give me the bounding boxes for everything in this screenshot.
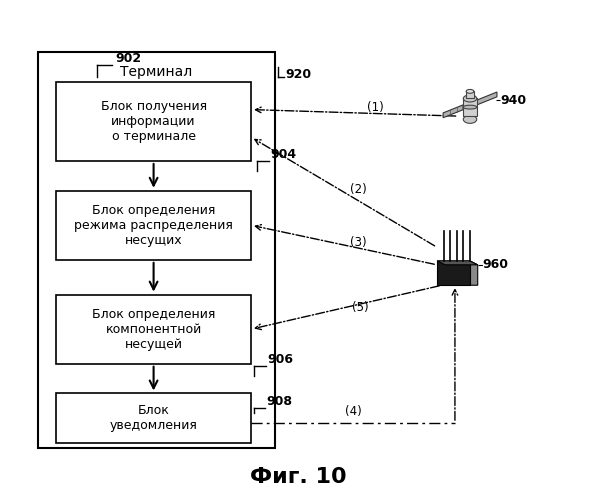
Polygon shape [470, 261, 478, 285]
Ellipse shape [466, 90, 474, 94]
Text: 902: 902 [115, 52, 141, 64]
Text: Терминал: Терминал [121, 64, 193, 78]
FancyBboxPatch shape [38, 52, 275, 448]
Text: 904: 904 [270, 148, 296, 161]
Text: 960: 960 [482, 258, 509, 272]
FancyBboxPatch shape [56, 190, 251, 260]
FancyBboxPatch shape [56, 82, 251, 161]
Polygon shape [437, 261, 478, 265]
Text: (5): (5) [352, 300, 369, 314]
Bar [463, 98, 477, 116]
Ellipse shape [463, 95, 477, 102]
Text: (2): (2) [350, 184, 367, 196]
Text: 906: 906 [267, 353, 293, 366]
Text: (4): (4) [344, 405, 361, 418]
FancyBboxPatch shape [56, 394, 251, 443]
Bar [466, 92, 474, 98]
Text: (1): (1) [367, 102, 383, 114]
Text: 940: 940 [500, 94, 526, 106]
Text: Блок получения
информации
о терминале: Блок получения информации о терминале [100, 100, 207, 143]
Text: Блок определения
режима распределения
несущих: Блок определения режима распределения не… [74, 204, 233, 247]
Ellipse shape [463, 116, 477, 124]
Polygon shape [477, 92, 497, 105]
Text: Блок
уведомления: Блок уведомления [110, 404, 198, 432]
FancyBboxPatch shape [56, 294, 251, 364]
Bar [437, 261, 470, 285]
Text: Фиг. 10: Фиг. 10 [250, 468, 347, 487]
Text: 920: 920 [285, 68, 311, 81]
Ellipse shape [463, 105, 477, 109]
Text: 908: 908 [266, 395, 292, 408]
Polygon shape [443, 105, 463, 118]
Text: Блок определения
компонентной
несущей: Блок определения компонентной несущей [92, 308, 216, 350]
Text: (3): (3) [350, 236, 367, 249]
